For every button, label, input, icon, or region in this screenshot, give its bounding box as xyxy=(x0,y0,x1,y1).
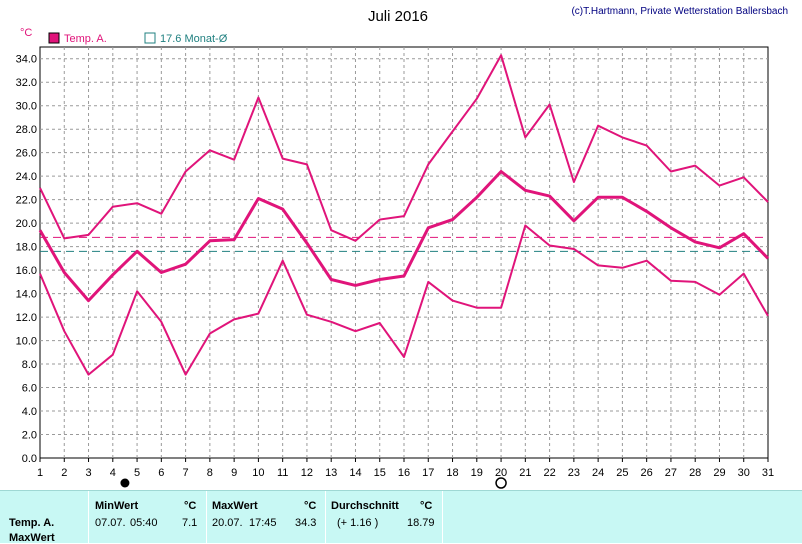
y-tick-label: 32.0 xyxy=(16,77,37,89)
y-tick-label: 14.0 xyxy=(16,289,37,301)
y-tick-label: 4.0 xyxy=(22,406,37,418)
x-tick-label: 12 xyxy=(301,467,313,479)
x-tick-label: 24 xyxy=(592,467,604,479)
avg-header: Durchschnitt xyxy=(331,500,399,512)
series-line-min xyxy=(39,224,769,376)
max-date: 20.07. xyxy=(212,517,243,529)
x-tick-label: 11 xyxy=(277,467,288,479)
y-tick-label: 18.0 xyxy=(16,242,37,254)
x-tick-label: 3 xyxy=(85,467,91,479)
y-tick-label: 28.0 xyxy=(16,124,37,136)
x-tick-label: 21 xyxy=(519,467,531,479)
x-tick-label: 4 xyxy=(110,467,116,479)
y-tick-label: 2.0 xyxy=(22,430,37,442)
y-tick-label: 10.0 xyxy=(16,336,37,348)
min-value: 7.1 xyxy=(182,517,198,529)
series-line-max xyxy=(39,54,769,242)
legend-label-temp: Temp. A. xyxy=(64,33,107,45)
x-tick-label: 13 xyxy=(325,467,337,479)
x-tick-label: 27 xyxy=(665,467,677,479)
min-header: MinWert xyxy=(95,500,139,512)
x-tick-label: 10 xyxy=(252,467,264,479)
x-tick-label: 14 xyxy=(349,467,361,479)
statistics-panel: Temp. A. MaxWert MinWert °C 07.07. 05:40… xyxy=(0,490,802,544)
x-tick-label: 19 xyxy=(471,467,483,479)
legend: Temp. A. 17.6 Monat-Ø xyxy=(48,32,228,45)
y-tick-label: 22.0 xyxy=(16,195,37,207)
y-tick-label: 0.0 xyxy=(22,453,37,465)
x-tick-label: 20 xyxy=(495,467,507,479)
min-time: 05:40 xyxy=(130,517,158,529)
x-tick-label: 1 xyxy=(37,467,43,479)
x-tick-label: 9 xyxy=(231,467,237,479)
y-tick-label: 6.0 xyxy=(22,383,37,395)
max-value: 34.3 xyxy=(295,517,317,529)
x-tick-label: 29 xyxy=(713,467,725,479)
max-unit: °C xyxy=(304,500,317,512)
x-tick-label: 30 xyxy=(738,467,750,479)
x-tick-label: 15 xyxy=(374,467,386,479)
x-tick-label: 2 xyxy=(61,467,67,479)
x-tick-label: 25 xyxy=(616,467,628,479)
x-tick-label: 7 xyxy=(183,467,189,479)
x-tick-label: 28 xyxy=(689,467,701,479)
y-tick-label: 30.0 xyxy=(16,101,37,113)
x-tick-label: 16 xyxy=(398,467,410,479)
min-date: 07.07. xyxy=(95,517,126,529)
x-tick-label: 31 xyxy=(762,467,774,479)
y-tick-label: 12.0 xyxy=(16,312,37,324)
x-tick-label: 18 xyxy=(446,467,458,479)
x-tick-label: 5 xyxy=(134,467,140,479)
y-tick-label: 34.0 xyxy=(16,54,37,66)
full-moon-icon xyxy=(495,477,507,489)
x-tick-label: 26 xyxy=(641,467,653,479)
y-tick-label: 26.0 xyxy=(16,148,37,160)
legend-swatch-monthly-avg xyxy=(144,32,156,44)
legend-label-monthly-avg: 17.6 Monat-Ø xyxy=(160,33,228,45)
legend-swatch-temp xyxy=(48,32,60,44)
copyright-text: (c)T.Hartmann, Private Wetterstation Bal… xyxy=(571,6,788,17)
y-tick-label: 8.0 xyxy=(22,359,37,371)
chart-title: Juli 2016 xyxy=(368,8,428,25)
avg-unit: °C xyxy=(420,500,433,512)
avg-delta: (+ 1.16 ) xyxy=(337,517,379,529)
new-moon-icon xyxy=(120,478,130,488)
x-tick-label: 23 xyxy=(568,467,580,479)
x-tick-label: 17 xyxy=(422,467,434,479)
row-label: Temp. A. xyxy=(9,517,55,529)
y-axis-unit: °C xyxy=(20,27,32,39)
y-tick-label: 20.0 xyxy=(16,218,37,230)
y-tick-label: 24.0 xyxy=(16,171,37,183)
avg-value: 18.79 xyxy=(407,517,435,529)
series-line-mittel xyxy=(38,170,770,303)
x-tick-label: 8 xyxy=(207,467,213,479)
x-tick-label: 22 xyxy=(543,467,555,479)
x-tick-label: 6 xyxy=(158,467,164,479)
max-header: MaxWert xyxy=(212,500,258,512)
max-time: 17:45 xyxy=(249,517,277,529)
min-unit: °C xyxy=(184,500,197,512)
temperature-chart: Juli 2016 (c)T.Hartmann, Private Wetters… xyxy=(16,6,788,489)
row-label-2: MaxWert xyxy=(9,532,55,544)
y-tick-label: 16.0 xyxy=(16,265,37,277)
